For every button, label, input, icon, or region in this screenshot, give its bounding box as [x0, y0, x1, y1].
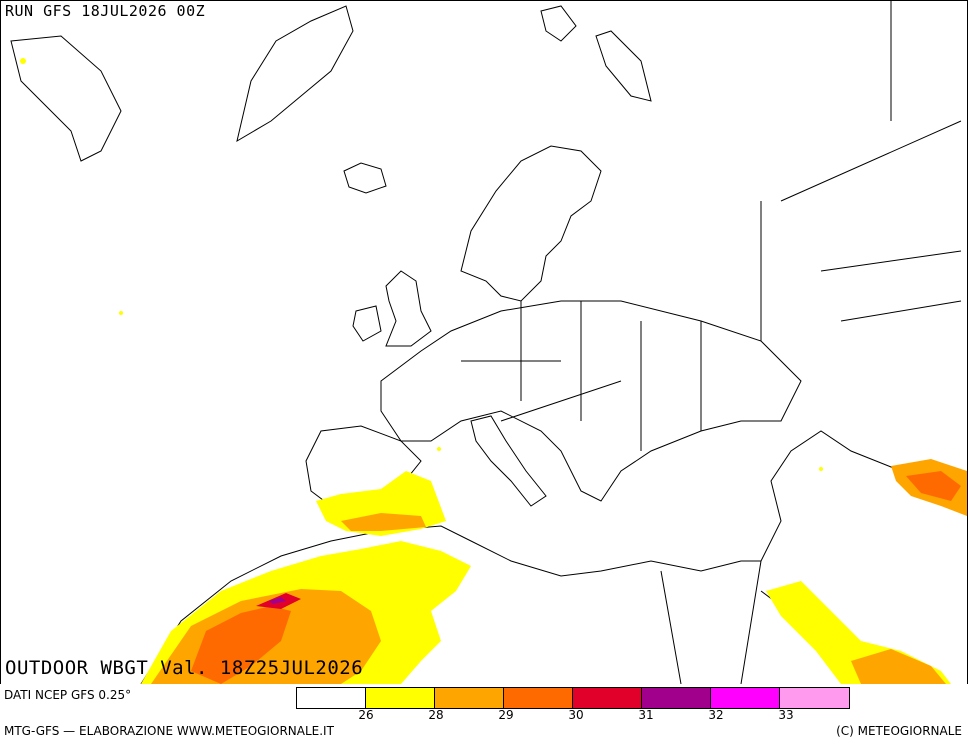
greenland-coast: [236, 5, 354, 143]
legend-tick-label: 33: [778, 708, 794, 722]
legend-tick-label: 31: [638, 708, 654, 722]
north-africa-coast: [140, 525, 761, 684]
legend-swatch: [711, 688, 780, 708]
europe-wbgt-map: [10, 1, 967, 684]
footer: DATI NCEP GFS 0.25° 26 28 29 30 31 32 33 MTG-G…: [0, 684, 968, 745]
run-label: RUN GFS 18JUL2026 00Z: [5, 2, 206, 20]
svalbard-coast: [540, 5, 577, 42]
color-legend: [296, 687, 850, 709]
legend-tick-label: 30: [568, 708, 584, 722]
britain-coast: [385, 270, 432, 347]
legend-swatch: [780, 688, 849, 708]
ireland-coast: [352, 305, 382, 342]
product-title: OUTDOOR WBGT Val. 18Z25JUL2026: [5, 657, 364, 679]
legend-tick-label: 26: [358, 708, 374, 722]
copyright-label: (C) METEOGIORNALE: [836, 724, 962, 738]
legend-swatch: [435, 688, 504, 708]
scandinavia-coast: [460, 145, 602, 302]
legend-swatch: [642, 688, 711, 708]
italy-coast: [470, 415, 547, 507]
legend-swatch: [504, 688, 573, 708]
data-source-label: DATI NCEP GFS 0.25°: [4, 688, 132, 702]
legend-swatch: [297, 688, 366, 708]
canada-coast: [10, 35, 122, 162]
europe-mainland: [380, 300, 802, 502]
legend-tick-label: 28: [428, 708, 444, 722]
legend-tick-labels: 26 28 29 30 31 32 33: [296, 708, 860, 722]
legend-swatch: [366, 688, 435, 708]
credits-label: MTG-GFS — ELABORAZIONE WWW.METEOGIORNALE…: [4, 724, 334, 738]
legend-tick-label: 32: [708, 708, 724, 722]
legend-swatch: [573, 688, 642, 708]
iceland-coast: [343, 162, 387, 194]
wbgt-shading: [20, 58, 967, 684]
map-area: RUN GFS 18JUL2026 00Z OUTDOOR WBGT Val. …: [0, 0, 968, 685]
legend-tick-label: 29: [498, 708, 514, 722]
novaya-zemlya-coast: [595, 30, 652, 102]
